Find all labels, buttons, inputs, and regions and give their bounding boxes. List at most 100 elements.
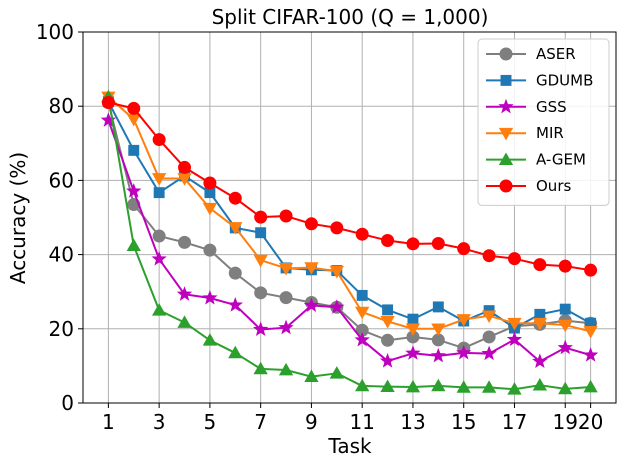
data-point-a-gem (456, 380, 471, 393)
y-tick-label: 0 (61, 391, 74, 415)
data-point-a-gem (278, 362, 294, 376)
data-point-gss (202, 289, 218, 305)
data-point-ours (584, 263, 598, 277)
plot-frame (82, 31, 617, 404)
data-point-gdumb (204, 187, 216, 199)
data-point-gdumb (534, 308, 546, 320)
data-point-gss (176, 286, 193, 301)
x-tick-label: 11 (349, 410, 374, 434)
data-point-gdumb (153, 187, 165, 199)
data-point-gdumb (585, 317, 597, 329)
legend-marker-a-gem (498, 152, 514, 165)
data-point-mir (202, 202, 218, 216)
data-point-aser (279, 291, 293, 305)
data-point-aser (355, 323, 369, 337)
data-point-gss (481, 345, 497, 361)
data-point-mir (126, 113, 141, 127)
data-point-mir (278, 262, 294, 276)
data-point-gdumb (356, 289, 368, 301)
data-point-mir (481, 310, 497, 323)
series-gss (100, 112, 599, 368)
y-axis-label: Accuracy (%) (6, 152, 30, 284)
data-point-mir (253, 254, 268, 268)
x-tick-label: 13 (400, 410, 425, 434)
data-point-gdumb (432, 301, 444, 313)
y-tick-label: 60 (49, 168, 74, 192)
legend-label-gss: GSS (536, 98, 567, 116)
series-layer (100, 89, 599, 395)
data-point-ours (279, 209, 293, 223)
data-point-gdumb (382, 304, 394, 316)
data-point-ours (381, 234, 395, 248)
data-point-ours (507, 252, 521, 266)
data-point-gdumb (559, 303, 571, 315)
series-mir (101, 91, 598, 339)
data-point-mir (151, 173, 167, 186)
data-point-a-gem (177, 315, 192, 328)
data-point-a-gem (481, 380, 497, 393)
data-point-mir (228, 222, 243, 235)
data-point-aser (152, 229, 166, 243)
data-point-mir (456, 314, 471, 327)
x-tick-label: 19 (553, 410, 578, 434)
data-point-gss (253, 321, 269, 337)
data-point-ours (304, 217, 318, 231)
data-point-a-gem (151, 303, 167, 316)
chart-title: Split CIFAR-100 (Q = 1,000) (212, 5, 489, 29)
data-point-ours (228, 191, 242, 205)
x-tick-label: 20 (578, 410, 603, 434)
data-point-gss (100, 112, 117, 127)
legend-marker-ours (499, 179, 513, 193)
data-point-ours (127, 101, 141, 115)
legend-entry-a-gem: A-GEM (486, 151, 586, 169)
legend-label-aser: ASER (536, 45, 576, 63)
data-point-a-gem (507, 382, 522, 395)
data-point-gss (532, 353, 548, 368)
data-point-aser (406, 330, 420, 344)
data-point-gss (379, 353, 396, 368)
x-tick-label: 7 (254, 410, 267, 434)
data-point-gss (430, 347, 446, 363)
data-point-mir (431, 323, 446, 336)
data-point-ours (152, 133, 166, 147)
legend-entry-aser: ASER (486, 45, 576, 63)
x-tick-label: 3 (153, 410, 166, 434)
data-point-aser (431, 333, 445, 347)
legend-label-ours: Ours (536, 177, 571, 195)
data-point-gdumb (255, 227, 267, 239)
data-point-mir (177, 173, 192, 186)
x-tick-label: 9 (305, 410, 318, 434)
data-point-gss (151, 250, 167, 266)
data-point-gss (227, 297, 243, 312)
legend: ASER GDUMB GSS MIR A-GEM Ours (477, 38, 610, 206)
data-point-a-gem (532, 378, 548, 391)
data-point-ours (330, 221, 344, 235)
legend-entry-mir: MIR (486, 124, 564, 142)
data-point-gss (456, 344, 472, 360)
data-point-gdumb (407, 313, 419, 325)
data-point-aser (381, 333, 395, 347)
data-point-ours (178, 160, 192, 174)
legend-entry-gdumb: GDUMB (486, 71, 593, 89)
legend-marker-gdumb (500, 74, 512, 86)
data-point-a-gem (126, 238, 141, 252)
data-point-gss (329, 299, 345, 314)
data-point-a-gem (380, 379, 395, 393)
data-point-a-gem (583, 379, 598, 393)
data-point-gss (557, 339, 573, 355)
data-point-a-gem (355, 378, 370, 392)
data-point-mir (304, 262, 319, 275)
x-tick-label: 1 (102, 410, 115, 434)
legend-marker-aser (499, 47, 513, 61)
data-point-ours (203, 176, 217, 190)
data-point-a-gem (405, 379, 421, 393)
data-point-aser (203, 243, 217, 257)
data-point-mir (380, 316, 395, 329)
data-point-aser (254, 286, 268, 300)
data-point-gss (354, 331, 370, 347)
data-point-aser (178, 235, 192, 249)
legend-marker-mir (498, 127, 514, 141)
data-point-a-gem (228, 345, 243, 359)
